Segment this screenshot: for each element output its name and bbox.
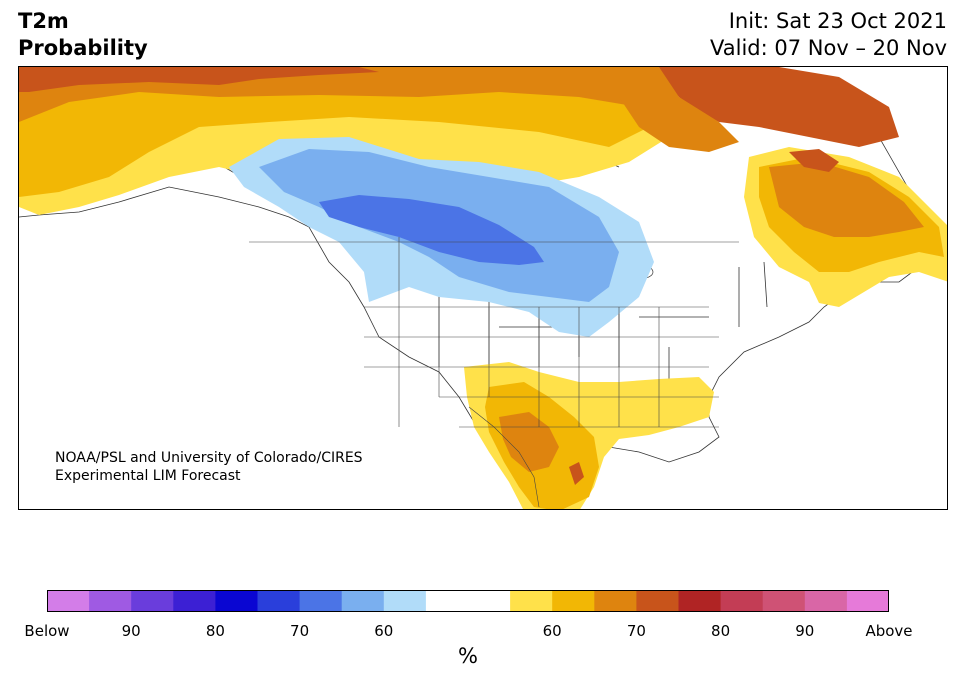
colorbar-swatch [552,590,595,612]
region-below-80 [319,195,544,265]
colorbar-swatch [131,590,174,612]
colorbar-swatch [383,590,427,612]
colorbar-swatch [510,590,553,612]
colorbar-swatches [47,590,889,612]
variable-label: T2m [18,9,69,33]
colorbar-tick-label: 90 [121,622,141,640]
colorbar-unit: % [458,644,478,668]
region-above-90-north [19,67,379,92]
map-title: T2m Probability [18,8,148,62]
colorbar-swatch [678,590,722,612]
colorbar-swatch [804,590,848,612]
init-date: Init: Sat 23 Oct 2021 [728,9,947,33]
colorbar-swatch [846,590,889,612]
colorbar [47,590,889,612]
colorbar-swatch [341,590,385,612]
region-above-90-east [789,149,839,172]
probability-map [18,66,948,510]
region-above-80-east [769,162,924,237]
colorbar-tick-label: 80 [205,622,225,640]
region-above-80-arctic [619,67,739,152]
colorbar-border [47,590,889,612]
colorbar-tick-label: Above [865,622,913,640]
colorbar-tick-label: 70 [290,622,310,640]
colorbar-swatch [720,590,764,612]
colorbar-swatch [215,590,258,612]
region-above-90-arctic [659,67,899,147]
colorbar-tick-label: 80 [711,622,731,640]
colorbar-swatch [425,590,511,612]
colorbar-swatch [257,590,301,612]
forecast-dates: Init: Sat 23 Oct 2021 Valid: 07 Nov – 20… [710,8,947,62]
subtitle-label: Probability [18,36,148,60]
political-borders [249,237,739,508]
credit-line-1: NOAA/PSL and University of Colorado/CIRE… [55,450,363,466]
colorbar-tick-label: 70 [626,622,646,640]
colorbar-swatch [594,590,637,612]
region-above-70-north [19,67,649,197]
valid-range: Valid: 07 Nov – 20 Nov [710,36,947,60]
colorbar-swatch [762,590,806,612]
colorbar-swatch [47,590,90,612]
colorbar-swatch [299,590,343,612]
data-credit: NOAA/PSL and University of Colorado/CIRE… [55,449,363,485]
colorbar-tick-label: 60 [542,622,562,640]
colorbar-tick-label: 90 [795,622,815,640]
region-above-90-south [569,462,584,485]
colorbar-swatch [89,590,132,612]
colorbar-tick-label: Below [24,622,70,640]
colorbar-swatch [636,590,679,612]
credit-line-2: Experimental LIM Forecast [55,468,241,484]
map-canvas [19,67,947,509]
colorbar-tick-label: 60 [374,622,394,640]
colorbar-swatch [173,590,216,612]
